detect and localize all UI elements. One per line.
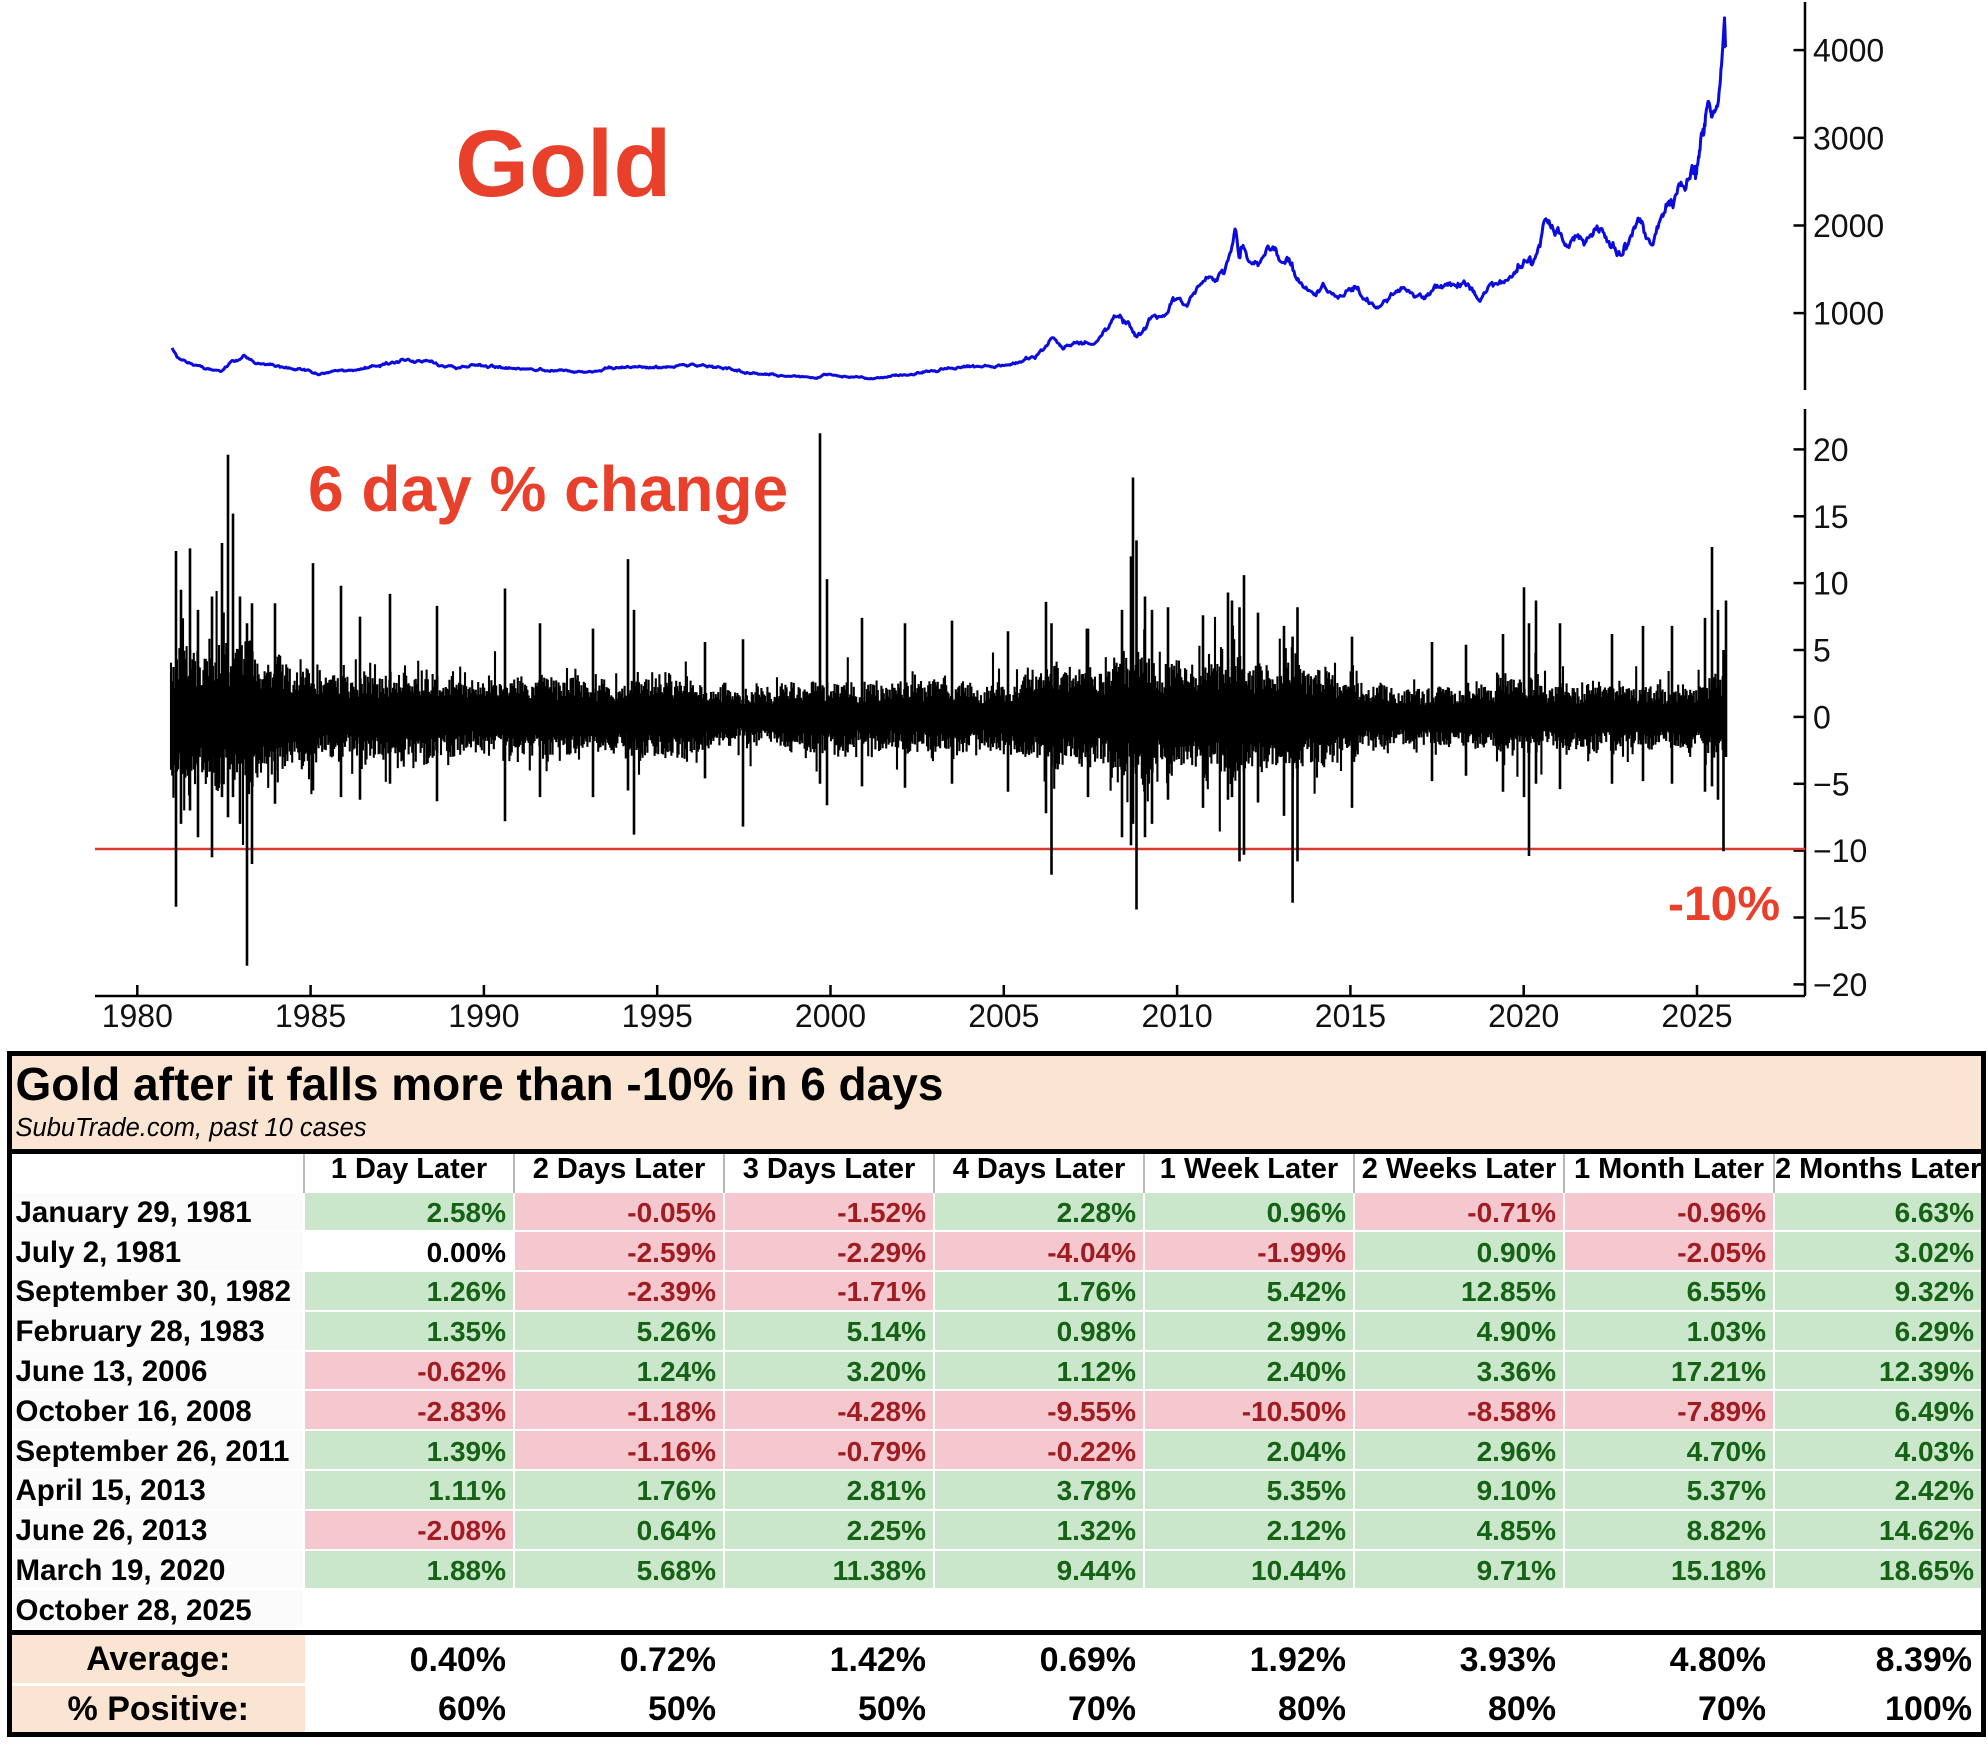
svg-text:2000: 2000 xyxy=(795,998,866,1034)
svg-text:−5: −5 xyxy=(1813,766,1849,802)
svg-text:−20: −20 xyxy=(1813,967,1867,1003)
svg-text:5: 5 xyxy=(1813,633,1831,669)
svg-text:3000: 3000 xyxy=(1813,120,1884,156)
svg-text:6 day % change: 6 day % change xyxy=(308,453,788,525)
svg-text:2010: 2010 xyxy=(1142,998,1213,1034)
svg-text:2015: 2015 xyxy=(1315,998,1386,1034)
svg-text:−10: −10 xyxy=(1813,833,1867,869)
svg-text:1000: 1000 xyxy=(1813,296,1884,332)
svg-text:1990: 1990 xyxy=(448,998,519,1034)
svg-text:-10%: -10% xyxy=(1668,878,1780,931)
svg-text:2005: 2005 xyxy=(968,998,1039,1034)
svg-text:20: 20 xyxy=(1813,432,1849,468)
svg-text:15: 15 xyxy=(1813,499,1849,535)
svg-text:−15: −15 xyxy=(1813,900,1867,936)
svg-text:0: 0 xyxy=(1813,699,1831,735)
svg-text:2000: 2000 xyxy=(1813,208,1884,244)
svg-text:4000: 4000 xyxy=(1813,33,1884,69)
svg-text:10: 10 xyxy=(1813,566,1849,602)
svg-text:Gold: Gold xyxy=(455,111,671,217)
svg-text:1980: 1980 xyxy=(102,998,173,1034)
svg-text:2020: 2020 xyxy=(1488,998,1559,1034)
svg-text:2025: 2025 xyxy=(1661,998,1732,1034)
svg-text:1985: 1985 xyxy=(275,998,346,1034)
svg-text:1995: 1995 xyxy=(622,998,693,1034)
